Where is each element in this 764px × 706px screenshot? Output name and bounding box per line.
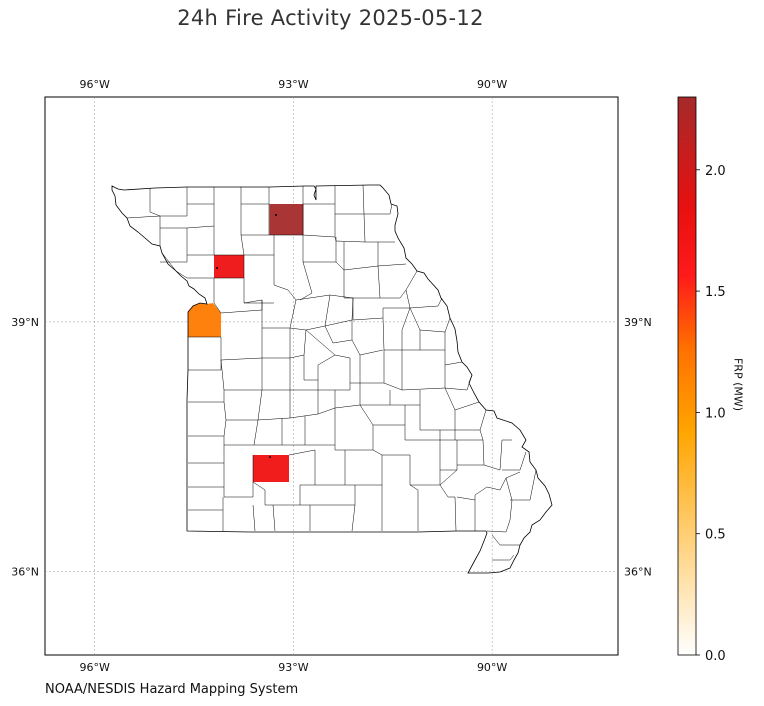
map-title: 24h Fire Activity 2025-05-12 [177, 6, 484, 30]
longitude-label-top: 96°W [79, 78, 109, 91]
county-boundaries [126, 184, 537, 561]
fire-detection-point [269, 456, 271, 458]
colorbar-ticks: 0.0 0.5 1.0 1.5 2.0 [696, 164, 726, 664]
latitude-ticks: 39°N 39°N 36°N 36°N [11, 316, 651, 579]
graticule [45, 97, 618, 655]
colorbar [677, 96, 697, 656]
latitude-label-left: 36°N [11, 566, 39, 579]
missouri-counties [111, 184, 553, 574]
data-source-credit: NOAA/NESDIS Hazard Mapping System [45, 682, 299, 697]
map-frame [44, 96, 619, 656]
missouri-state-outline [111, 184, 553, 574]
fire-county-grundy [269, 204, 304, 235]
longitude-label-top: 90°W [477, 78, 507, 91]
fire-detection-point [216, 267, 218, 269]
latitude-label-right: 39°N [624, 316, 652, 329]
colorbar-label: FRP (MW) [731, 357, 745, 412]
fire-county-jackson [188, 303, 221, 337]
colorbar-tick-label: 0.0 [705, 649, 726, 664]
colorbar-tick-label: 0.5 [705, 528, 726, 543]
colorbar-tick-label: 1.5 [705, 285, 726, 300]
fire-county-clinton [214, 255, 244, 278]
fire-detection-point [275, 214, 277, 216]
longitude-label-bottom: 93°W [278, 661, 308, 674]
latitude-label-right: 36°N [624, 566, 652, 579]
longitude-ticks: 96°W 96°W 93°W 93°W 90°W 90°W [79, 78, 507, 674]
colorbar-tick-label: 1.0 [705, 406, 726, 421]
longitude-label-top: 93°W [278, 78, 308, 91]
longitude-label-bottom: 96°W [79, 661, 109, 674]
longitude-label-bottom: 90°W [477, 661, 507, 674]
colorbar-tick-label: 2.0 [705, 164, 726, 179]
latitude-label-left: 39°N [11, 316, 39, 329]
fire-county-christian [253, 455, 289, 482]
